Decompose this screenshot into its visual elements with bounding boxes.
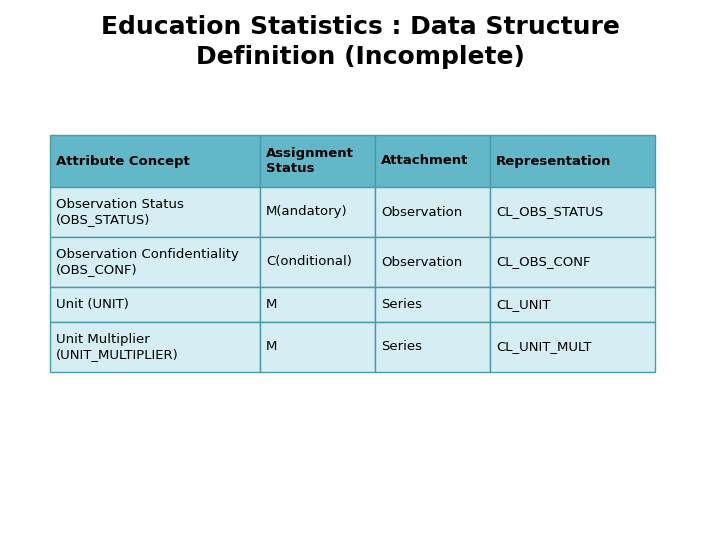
Bar [490, 237, 655, 287]
Bar [50, 237, 260, 287]
Bar [375, 322, 490, 372]
Text: Observation Status
(OBS_STATUS): Observation Status (OBS_STATUS) [56, 198, 184, 226]
Text: CL_OBS_CONF: CL_OBS_CONF [496, 255, 590, 268]
Text: M(andatory): M(andatory) [266, 206, 348, 219]
Text: CL_UNIT: CL_UNIT [496, 298, 550, 311]
Bar [50, 135, 260, 187]
Text: Series: Series [381, 341, 422, 354]
Bar [490, 322, 655, 372]
Text: Observation: Observation [381, 255, 462, 268]
Text: Unit Multiplier
(UNIT_MULTIPLIER): Unit Multiplier (UNIT_MULTIPLIER) [56, 333, 179, 361]
Text: Assignment
Status: Assignment Status [266, 147, 354, 175]
Text: C(onditional): C(onditional) [266, 255, 352, 268]
Bar [260, 322, 375, 372]
Bar [50, 322, 260, 372]
Bar [490, 287, 655, 322]
Text: Series: Series [381, 298, 422, 311]
Text: CL_OBS_STATUS: CL_OBS_STATUS [496, 206, 603, 219]
Text: M: M [266, 341, 277, 354]
Text: Observation: Observation [381, 206, 462, 219]
Bar [50, 287, 260, 322]
Bar [375, 187, 490, 237]
Bar [375, 287, 490, 322]
Text: Education Statistics : Data Structure
Definition (Incomplete): Education Statistics : Data Structure De… [101, 15, 619, 69]
Bar [490, 187, 655, 237]
Text: M: M [266, 298, 277, 311]
Text: Attribute Concept: Attribute Concept [56, 154, 190, 167]
Bar [375, 237, 490, 287]
Text: CL_UNIT_MULT: CL_UNIT_MULT [496, 341, 592, 354]
Bar [260, 237, 375, 287]
Text: Attachment: Attachment [381, 154, 469, 167]
Bar [260, 287, 375, 322]
Bar [490, 135, 655, 187]
Bar [375, 135, 490, 187]
Bar [260, 187, 375, 237]
Text: Representation: Representation [496, 154, 611, 167]
Bar [50, 187, 260, 237]
Text: Unit (UNIT): Unit (UNIT) [56, 298, 129, 311]
Bar [260, 135, 375, 187]
Text: Observation Confidentiality
(OBS_CONF): Observation Confidentiality (OBS_CONF) [56, 248, 239, 276]
